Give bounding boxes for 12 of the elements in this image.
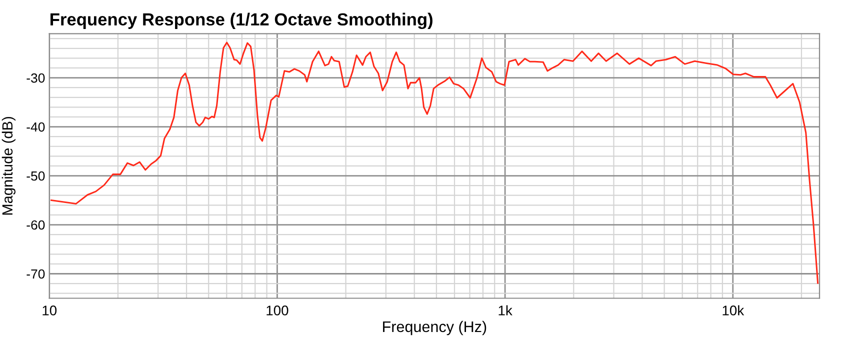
- y-tick-label: -50: [26, 171, 45, 181]
- x-tick-label: 10: [42, 306, 57, 316]
- x-tick-label: 100: [266, 306, 288, 316]
- x-tick-label: 10k: [722, 305, 744, 316]
- x-axis-title: Frequency (Hz): [383, 320, 486, 336]
- y-tick-label: -70: [26, 269, 45, 279]
- x-tick-label: 1k: [498, 305, 512, 316]
- y-tick-label: -30: [26, 73, 45, 83]
- chart-title: Frequency Response (1/12 Octave Smoothing): [50, 12, 432, 30]
- y-axis-title: Magnitude (dB): [2, 117, 16, 215]
- y-tick-label: -60: [26, 220, 45, 230]
- y-tick-label: -40: [26, 122, 45, 132]
